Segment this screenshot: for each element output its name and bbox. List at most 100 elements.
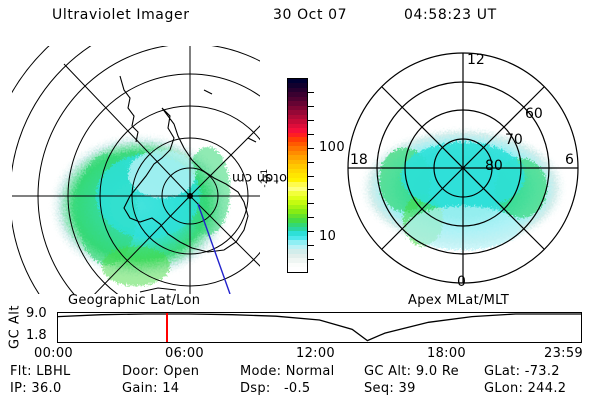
status-gcalt-value: 9.0 Re (415, 364, 459, 379)
magnetic-polar-svg: 12 18 6 0 60 70 80 (347, 52, 579, 290)
orbit-xtick-4: 23:59 (544, 346, 583, 361)
colorbar-tick-5 (308, 147, 314, 149)
status-glat-value: -73.2 (524, 364, 560, 379)
geographic-grid (12, 46, 260, 294)
aurora-emission-magnetic (358, 126, 568, 250)
colorbar-band-28 (288, 204, 307, 210)
colorbar-band-5 (288, 101, 307, 106)
colorbar-tick-7 (308, 175, 314, 177)
status-ip-value: 36.0 (31, 381, 62, 396)
colorbar-band-36 (288, 240, 307, 245)
colorbar-tick-4 (308, 133, 314, 135)
colorbar-band-29 (288, 209, 307, 214)
status-mode: Mode: Normal (240, 364, 335, 379)
colorbar-tick-12 (308, 245, 314, 247)
colorbar-tick-11 (308, 231, 314, 233)
status-gcalt-label: GC Alt: (364, 364, 412, 379)
colorbar-ticks (308, 78, 314, 273)
colorbar[interactable] (287, 78, 308, 273)
colorbar-gradient (288, 79, 307, 272)
status-dsp: Dsp: -0.5 (240, 381, 311, 396)
status-mode-label: Mode: (240, 364, 282, 379)
colorbar-band-25 (288, 191, 307, 196)
colorbar-band-3 (288, 92, 307, 97)
status-dsp-value: -0.5 (283, 381, 311, 396)
colorbar-band-19 (288, 164, 307, 169)
colorbar-tick-1 (308, 91, 314, 93)
colorbar-band-30 (288, 213, 307, 219)
status-gain-value: 14 (162, 381, 180, 396)
colorbar-band-41 (288, 262, 307, 268)
mlt-label-6: 6 (565, 152, 574, 168)
colorbar-band-8 (288, 114, 307, 120)
colorbar-tick-6 (308, 161, 314, 163)
colorbar-tick-10 (308, 217, 314, 219)
status-mode-value: Normal (285, 364, 335, 379)
colorbar-unit-mid: s (264, 170, 272, 185)
mlt-label-0: 0 (457, 274, 466, 290)
colorbar-band-7 (288, 110, 307, 115)
colorbar-band-1 (288, 83, 307, 88)
orbit-y-axis-label: GC Alt (6, 303, 24, 351)
status-glat: GLat: -73.2 (484, 364, 560, 379)
colorbar-band-2 (288, 87, 307, 93)
status-flt-value: LBHL (36, 364, 71, 379)
colorbar-band-13 (288, 137, 307, 142)
colorbar-band-11 (288, 128, 307, 133)
colorbar-band-23 (288, 182, 307, 187)
magnetic-polar-panel[interactable]: 12 18 6 0 60 70 80 (345, 48, 583, 290)
colorbar-band-42 (288, 267, 307, 272)
colorbar-band-22 (288, 177, 307, 183)
colorbar-band-14 (288, 141, 307, 147)
status-glon-label: GLon: (484, 381, 524, 396)
colorbar-band-21 (288, 173, 307, 178)
colorbar-band-4 (288, 96, 307, 102)
colorbar-band-12 (288, 132, 307, 138)
status-block: Flt: LBHL IP: 36.0 Door: Open Gain: 14 M… (0, 364, 600, 398)
status-gain: Gain: 14 (122, 381, 179, 396)
status-glon-value: 244.2 (527, 381, 567, 396)
colorbar-band-0 (288, 79, 307, 84)
colorbar-band-24 (288, 186, 307, 192)
geographic-map-svg (12, 46, 260, 294)
colorbar-band-31 (288, 218, 307, 223)
status-seq: Seq: 39 (364, 381, 416, 396)
aurora-emission-geographic (48, 132, 232, 286)
colorbar-band-39 (288, 253, 307, 259)
magnetic-panel-caption: Apex MLat/MLT (408, 293, 510, 308)
geographic-map-panel[interactable] (12, 46, 260, 294)
status-seq-value: 39 (398, 381, 416, 396)
colorbar-band-37 (288, 244, 307, 250)
colorbar-band-17 (288, 155, 307, 160)
status-flt-label: Flt: (10, 364, 32, 379)
colorbar-band-18 (288, 159, 307, 165)
mlat-label-60: 60 (525, 106, 543, 122)
colorbar-band-15 (288, 146, 307, 151)
colorbar-band-33 (288, 226, 307, 232)
colorbar-band-20 (288, 168, 307, 174)
colorbar-tick-13 (308, 259, 314, 261)
colorbar-band-10 (288, 123, 307, 129)
colorbar-band-35 (288, 235, 307, 241)
coastline-antarctica (119, 75, 257, 293)
orbit-ytick-high: 9.0 (26, 306, 47, 321)
orbit-altitude-chart[interactable] (57, 312, 582, 343)
colorbar-tick-9 (308, 203, 314, 205)
colorbar-band-9 (288, 119, 307, 124)
colorbar-tick-3 (308, 119, 314, 121)
orbit-xtick-1: 06:00 (165, 346, 204, 361)
status-glon: GLon: 244.2 (484, 381, 566, 396)
colorbar-band-6 (288, 105, 307, 111)
orbit-trace-svg (58, 313, 581, 342)
colorbar-tick-label-low: 10 (319, 229, 337, 244)
status-seq-label: Seq: (364, 381, 395, 396)
status-door: Door: Open (122, 364, 199, 379)
observation-time: 04:58:23 UT (404, 7, 497, 23)
colorbar-band-40 (288, 258, 307, 263)
colorbar-band-34 (288, 231, 307, 236)
mlt-label-12: 12 (467, 52, 485, 68)
colorbar-band-38 (288, 249, 307, 254)
status-gcalt: GC Alt: 9.0 Re (364, 364, 459, 379)
orbit-y-axis-text: GC Alt (7, 305, 23, 349)
